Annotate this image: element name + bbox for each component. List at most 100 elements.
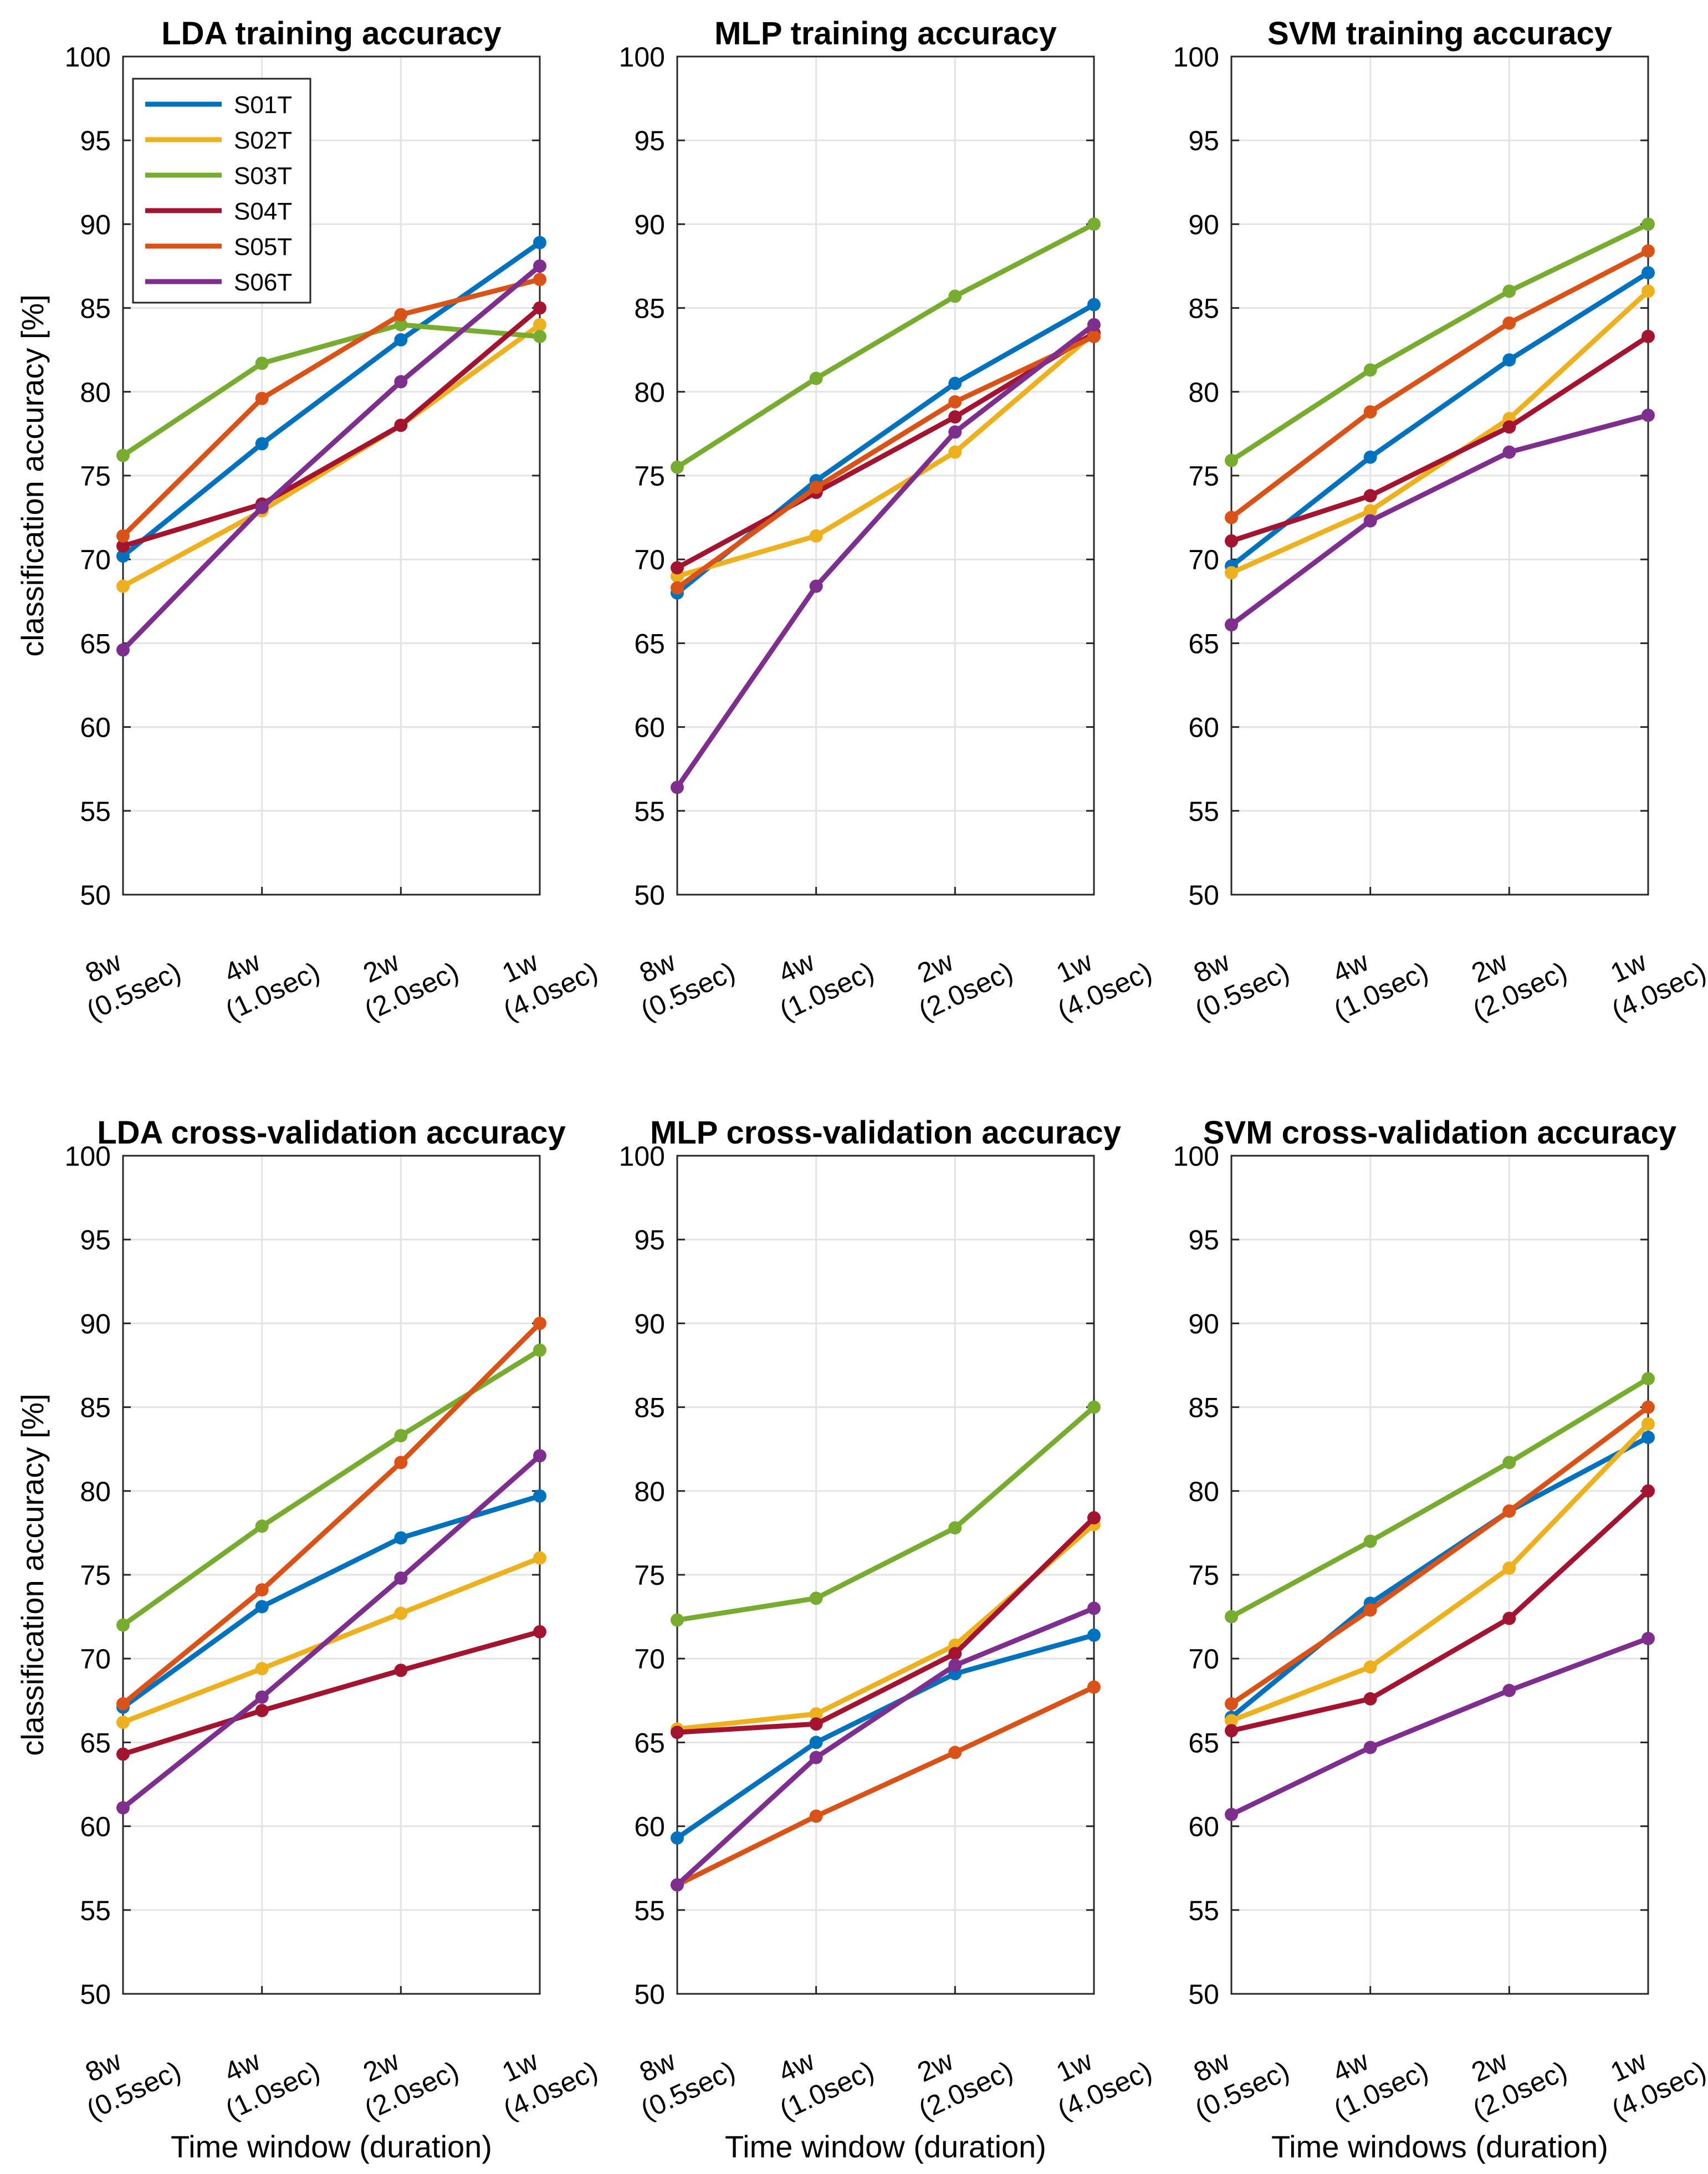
data-point [116, 1801, 130, 1815]
x-tick-label: 2w(2.0sec) [1454, 925, 1572, 1026]
data-point [1641, 409, 1655, 422]
series-line [675, 323, 1096, 789]
data-point [1641, 1484, 1655, 1498]
series-line [1230, 1422, 1650, 1723]
y-tick-label: 100 [619, 42, 665, 73]
data-point [1502, 420, 1516, 434]
data-point [948, 425, 962, 439]
data-point [671, 780, 684, 794]
data-point [1087, 1628, 1101, 1642]
y-tick-label: 70 [80, 544, 111, 575]
data-point [948, 1647, 962, 1661]
data-point [394, 1663, 408, 1677]
x-tick-label: 4w(1.0sec) [206, 925, 325, 1026]
y-tick-label: 80 [634, 377, 665, 408]
chart-panel-3: 50 55 60 65 70 75 80 85 90 95 100 8w(0.5sec) 4w(1.0s… [1173, 16, 1708, 1026]
y-tick-label: 85 [634, 293, 665, 324]
series-S01T [116, 236, 546, 563]
data-point [394, 1429, 408, 1443]
data-point [1363, 1660, 1377, 1674]
x-tick-label: 4w(1.0sec) [206, 2024, 325, 2125]
y-tick-label: 95 [634, 125, 665, 156]
series-line [1230, 248, 1650, 520]
x-axis-label: Time window (duration) [725, 2129, 1046, 2164]
series-line [676, 331, 1096, 579]
data-point [1087, 217, 1101, 231]
data-point [1502, 1456, 1516, 1469]
data-point [1641, 284, 1655, 298]
x-tick-label: 8w(0.5sec) [621, 2024, 740, 2125]
y-tick-label: 50 [80, 1979, 111, 2010]
y-tick-label: 60 [1188, 1811, 1219, 1843]
data-point [116, 1747, 130, 1761]
series-S05T [1225, 1400, 1655, 1711]
series-line [1230, 1636, 1649, 1817]
series-S04T [116, 1625, 546, 1761]
y-tick-label: 100 [1173, 42, 1219, 73]
data-point [1225, 534, 1238, 548]
data-point [948, 1658, 962, 1672]
data-point [1225, 511, 1238, 524]
data-point [1225, 566, 1238, 580]
series-S03T [1225, 217, 1655, 467]
y-axis-label: classification accuracy [%] [15, 294, 50, 657]
data-point [533, 236, 546, 249]
series-line [121, 1453, 541, 1810]
x-tick-label: 1w(4.0sec) [1038, 925, 1157, 1026]
data-point [1363, 450, 1377, 464]
data-point [394, 308, 408, 321]
x-tick-label: 4w(1.0sec) [1315, 2024, 1433, 2125]
series-S02T [1225, 1417, 1655, 1728]
data-point [1087, 1511, 1101, 1525]
data-point [394, 419, 408, 432]
data-point [255, 356, 269, 370]
data-point [533, 259, 546, 273]
data-point [1087, 1680, 1101, 1694]
data-point [116, 529, 130, 543]
y-tick-label: 100 [65, 42, 111, 73]
data-point [1363, 363, 1377, 377]
chart-title: SVM cross-validation accuracy [1203, 1115, 1676, 1151]
data-point [394, 1571, 408, 1585]
y-tick-label: 65 [80, 1727, 111, 1758]
data-point [533, 1316, 546, 1330]
series-line [1230, 1435, 1650, 1719]
series-S06T [671, 318, 1101, 794]
data-point [1641, 330, 1655, 344]
data-point [116, 448, 130, 462]
x-tick-label: 1w(4.0sec) [484, 925, 602, 1026]
series-S06T [671, 1601, 1101, 1892]
legend: S01T S02T S03T S04T S05T S06T [132, 78, 311, 304]
y-tick-label: 100 [1173, 1141, 1219, 1172]
y-tick-label: 80 [634, 1476, 665, 1507]
series-S06T [116, 1449, 546, 1815]
data-point [255, 1690, 269, 1704]
series-S01T [1225, 266, 1655, 573]
series-line [1230, 271, 1650, 568]
y-tick-label: 60 [634, 1811, 665, 1843]
data-point [1225, 1724, 1238, 1738]
series-line [675, 1606, 1095, 1887]
data-point [116, 1697, 130, 1711]
data-point [948, 445, 962, 459]
series-S01T [671, 298, 1101, 600]
x-tick-label: 8w(0.5sec) [621, 925, 740, 1026]
data-point [1087, 298, 1101, 312]
data-point [1502, 1683, 1516, 1697]
y-tick-label: 55 [80, 1895, 111, 1926]
series-line [1230, 1489, 1650, 1733]
data-point [533, 1551, 546, 1565]
series-S03T [116, 1343, 546, 1632]
data-point [1087, 318, 1101, 331]
series-S04T [1225, 1484, 1655, 1738]
series-S01T [1225, 1431, 1655, 1724]
data-point [533, 1489, 546, 1503]
y-tick-label: 95 [634, 1224, 665, 1256]
y-tick-label: 100 [65, 1141, 111, 1172]
series-line [677, 1522, 1096, 1732]
y-tick-label: 70 [634, 1644, 665, 1675]
data-point [1502, 445, 1516, 459]
y-tick-label: 95 [1188, 125, 1219, 156]
data-point [809, 529, 823, 543]
